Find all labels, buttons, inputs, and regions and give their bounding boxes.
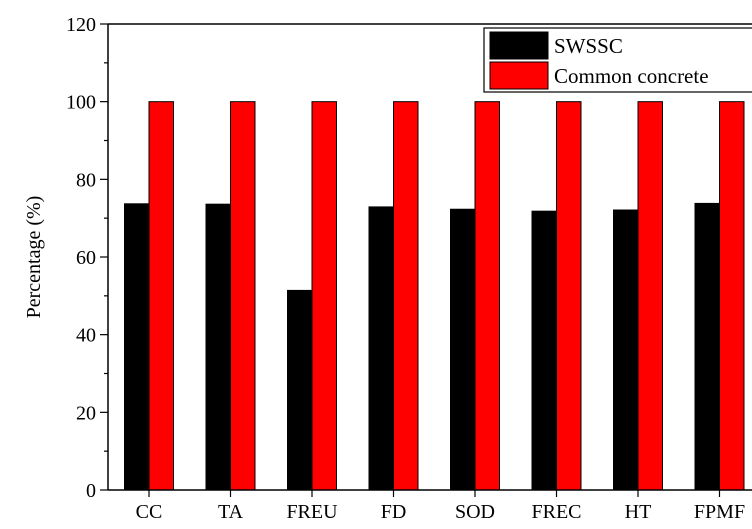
legend-label-common-concrete: Common concrete bbox=[554, 64, 709, 88]
bar-swssc-cc bbox=[124, 203, 150, 491]
x-tick-label: TA bbox=[218, 501, 244, 523]
bar-swssc-ta bbox=[205, 203, 231, 491]
x-tick-label: FPMF bbox=[694, 501, 745, 523]
bar-swssc-frec bbox=[531, 210, 557, 491]
x-tick-label: FD bbox=[381, 501, 407, 523]
legend-label-swssc: SWSSC bbox=[554, 34, 623, 58]
bar-common-concrete-ta bbox=[230, 101, 256, 491]
bars-group bbox=[124, 101, 745, 491]
bar-swssc-freu bbox=[287, 289, 313, 491]
bar-swssc-fd bbox=[368, 206, 394, 491]
y-tick-label: 120 bbox=[66, 14, 96, 36]
legend: SWSSC Common concrete bbox=[483, 27, 752, 93]
bar-common-concrete-freu bbox=[311, 101, 337, 491]
x-tick-label: FREC bbox=[531, 501, 581, 523]
y-tick-label: 60 bbox=[76, 247, 96, 269]
y-tick-label: 20 bbox=[76, 402, 96, 424]
y-tick-label: 40 bbox=[76, 325, 96, 347]
bar-common-concrete-ht bbox=[637, 101, 663, 491]
legend-swatch-common-concrete bbox=[489, 61, 549, 90]
y-tick-label: 0 bbox=[86, 480, 96, 502]
x-tick-label: HT bbox=[625, 501, 652, 523]
bar-swssc-fpmf bbox=[694, 202, 720, 491]
bar-common-concrete-frec bbox=[556, 101, 582, 491]
bar-swssc-sod bbox=[450, 208, 476, 491]
x-tick-label: FREU bbox=[286, 501, 338, 523]
y-tick-label: 80 bbox=[76, 169, 96, 191]
bar-common-concrete-fd bbox=[393, 101, 419, 491]
x-tick-label: SOD bbox=[455, 501, 495, 523]
legend-swatch-swssc bbox=[489, 31, 549, 60]
bar-common-concrete-cc bbox=[148, 101, 174, 491]
bar-swssc-ht bbox=[613, 209, 639, 491]
bar-common-concrete-fpmf bbox=[719, 101, 745, 491]
axes-group: 0 20 40 60 80 100 120 CC TA FREU FD SOD FREC HT FPMF bbox=[66, 14, 752, 523]
x-tick-label: CC bbox=[136, 501, 163, 523]
bar-common-concrete-sod bbox=[474, 101, 500, 491]
y-axis-label: Percentage (%) bbox=[23, 196, 45, 319]
y-tick-label: 100 bbox=[66, 92, 96, 114]
